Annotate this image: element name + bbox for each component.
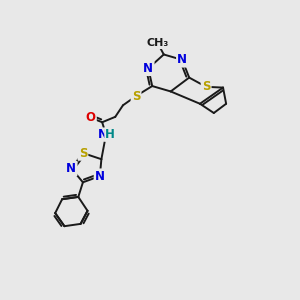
Text: S: S [132,90,140,103]
Text: N: N [66,162,76,175]
Text: CH₃: CH₃ [146,38,169,48]
Text: S: S [79,146,87,160]
Text: S: S [202,80,210,93]
Text: O: O [85,111,96,124]
Text: N: N [177,53,187,66]
Text: H: H [105,128,115,141]
Text: N: N [98,128,108,141]
Text: N: N [95,169,105,183]
Text: N: N [143,62,153,75]
